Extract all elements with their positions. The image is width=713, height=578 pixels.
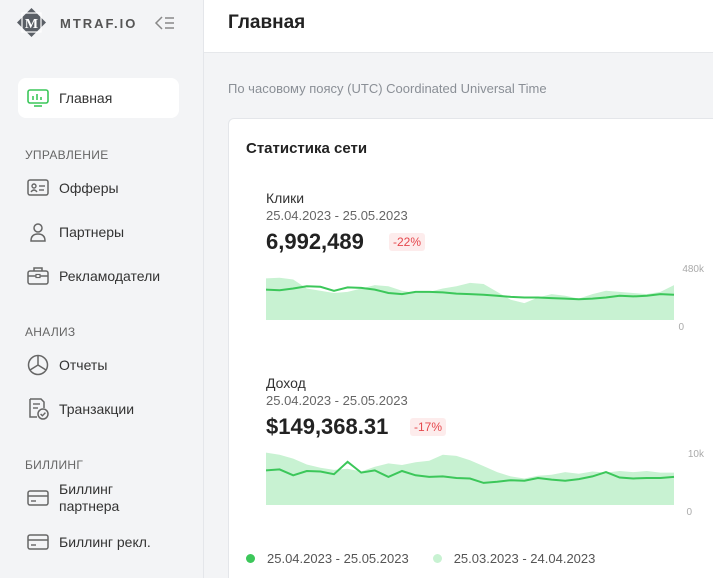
revenue-value: $149,368.31 bbox=[266, 414, 389, 439]
revenue-y-min-label: 0 bbox=[686, 507, 692, 517]
sidebar-item-partners[interactable]: Партнеры bbox=[18, 212, 179, 252]
sidebar-item-transactions[interactable]: Транзакции bbox=[18, 389, 179, 429]
revenue-label: Доход bbox=[266, 375, 306, 391]
timezone-note: По часовому поясу (UTC) Coordinated Univ… bbox=[228, 81, 547, 96]
chart-legend: 25.04.2023 - 25.05.2023 25.03.2023 - 24.… bbox=[246, 551, 619, 566]
revenue-chart: 10k 0 bbox=[266, 449, 705, 517]
brand-name: MTRAF.IO bbox=[60, 16, 138, 31]
sidebar-item-label: Офферы bbox=[59, 179, 119, 196]
current-period-line bbox=[266, 285, 675, 301]
sidebar-item-advertisers[interactable]: Рекламодатели bbox=[18, 256, 179, 296]
pie-chart-icon bbox=[26, 353, 50, 377]
network-stats-card: Статистика сети Клики 25.04.2023 - 25.05… bbox=[228, 118, 713, 578]
current-period-line bbox=[266, 460, 675, 484]
dashboard-icon bbox=[26, 86, 50, 110]
id-card-icon bbox=[26, 176, 50, 200]
sidebar-item-reports[interactable]: Отчеты bbox=[18, 345, 179, 385]
sidebar-item-label: Главная bbox=[59, 89, 113, 106]
sidebar-item-offers[interactable]: Офферы bbox=[18, 168, 179, 208]
section-billing: БИЛЛИНГ bbox=[25, 458, 84, 472]
legend-label-previous: 25.03.2023 - 24.04.2023 bbox=[453, 551, 596, 566]
legend-label-current: 25.04.2023 - 25.05.2023 bbox=[267, 551, 409, 566]
logo-icon: M bbox=[17, 8, 46, 37]
sidebar-item-label: Транзакции bbox=[59, 400, 135, 417]
credit-card-icon bbox=[26, 530, 50, 554]
sidebar-item-home[interactable]: Главная bbox=[18, 78, 179, 118]
collapse-sidebar-icon[interactable] bbox=[154, 13, 176, 33]
sidebar-item-label: Рекламодатели bbox=[59, 267, 161, 284]
sidebar: M MTRAF.IO Главная УПРАВЛЕНИЕ Офферы Пар… bbox=[0, 0, 204, 578]
legend-dot-current bbox=[246, 554, 255, 563]
card-title: Статистика сети bbox=[246, 140, 368, 157]
document-check-icon bbox=[26, 397, 50, 421]
legend-dot-previous bbox=[432, 554, 442, 563]
legend-item-current[interactable]: 25.04.2023 - 25.05.2023 bbox=[246, 551, 409, 566]
page-title: Главная bbox=[228, 12, 306, 33]
section-management: УПРАВЛЕНИЕ bbox=[25, 148, 109, 162]
briefcase-icon bbox=[26, 264, 50, 288]
logo[interactable]: M MTRAF.IO bbox=[16, 7, 188, 39]
logo-letter: M bbox=[25, 17, 38, 32]
clicks-chart: 480k 0 bbox=[266, 264, 705, 332]
user-icon bbox=[26, 220, 50, 244]
clicks-delta-badge: -22% bbox=[389, 233, 426, 251]
legend-item-previous[interactable]: 25.03.2023 - 24.04.2023 bbox=[432, 551, 596, 566]
section-analysis: АНАЛИЗ bbox=[25, 325, 76, 339]
clicks-range: 25.04.2023 - 25.05.2023 bbox=[266, 208, 408, 223]
clicks-y-min-label: 0 bbox=[678, 322, 684, 332]
clicks-y-max-label: 480k bbox=[682, 264, 705, 275]
revenue-delta-badge: -17% bbox=[410, 418, 447, 436]
sidebar-item-advertiser-billing[interactable]: Биллинг рекл. bbox=[18, 522, 179, 562]
sidebar-item-label: Отчеты bbox=[59, 356, 108, 373]
sidebar-item-partner-billing[interactable]: Биллинг партнера bbox=[18, 478, 179, 518]
revenue-y-max-label: 10k bbox=[688, 449, 705, 460]
credit-card-icon bbox=[26, 486, 50, 510]
sidebar-item-label: Партнеры bbox=[59, 223, 125, 240]
sidebar-item-label: Биллинг партнера bbox=[59, 481, 120, 514]
clicks-label: Клики bbox=[266, 190, 305, 206]
sidebar-item-label: Биллинг рекл. bbox=[59, 533, 151, 550]
revenue-range: 25.04.2023 - 25.05.2023 bbox=[266, 393, 408, 408]
clicks-value: 6,992,489 bbox=[266, 229, 364, 254]
header: Главная bbox=[204, 0, 713, 53]
previous-period-area bbox=[266, 277, 674, 320]
